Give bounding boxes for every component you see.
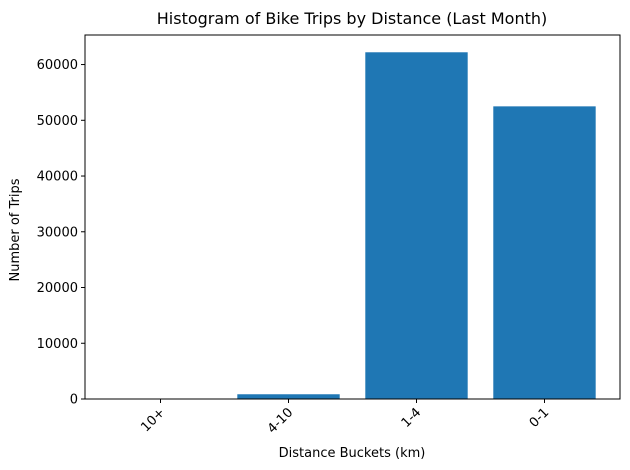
- y-tick-label: 40000: [37, 170, 78, 185]
- x-axis: 10+ 4-10 1-4 0-1: [138, 399, 552, 437]
- x-tick-label: 4-10: [265, 405, 296, 436]
- y-axis: 0 10000 20000 30000 40000 50000 60000: [37, 58, 85, 408]
- y-tick-label: 60000: [37, 58, 78, 73]
- chart-title: Histogram of Bike Trips by Distance (Las…: [157, 9, 547, 28]
- x-axis-label: Distance Buckets (km): [279, 446, 426, 461]
- y-tick-label: 20000: [37, 281, 78, 296]
- y-tick-label: 30000: [37, 225, 78, 240]
- x-tick-label: 1-4: [399, 405, 425, 431]
- y-tick-label: 10000: [37, 337, 78, 352]
- x-tick-label: 10+: [138, 405, 168, 435]
- y-tick-label: 0: [70, 393, 78, 408]
- x-tick-label: 0-1: [527, 405, 553, 431]
- bars-group: [109, 52, 596, 400]
- y-axis-label: Number of Trips: [8, 178, 23, 281]
- plot-frame: [84, 34, 621, 400]
- bar-0-1: [493, 106, 596, 399]
- y-tick-label: 50000: [37, 114, 78, 129]
- bar-1-4: [365, 52, 468, 400]
- bar-4-10: [237, 394, 340, 399]
